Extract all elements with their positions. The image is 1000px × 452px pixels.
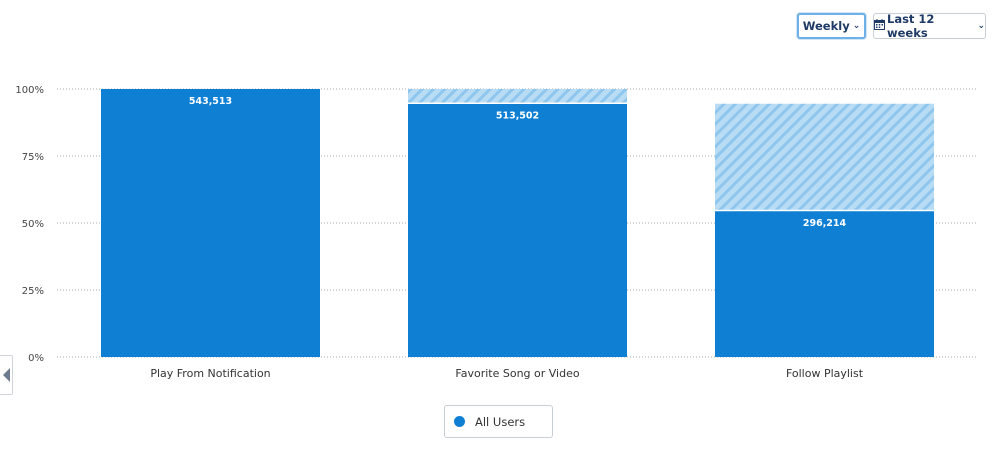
interval-label: Weekly: [802, 19, 850, 33]
y-tick-label: 25%: [22, 286, 44, 297]
bar-data-label: 513,502: [496, 111, 539, 122]
bar[interactable]: [715, 210, 934, 357]
bar[interactable]: [408, 103, 627, 358]
dropoff-overlay[interactable]: [408, 89, 627, 104]
bar-data-label: 296,214: [803, 218, 847, 229]
collapse-panel-button[interactable]: [0, 355, 13, 395]
calendar-icon: [874, 19, 885, 33]
bar[interactable]: [101, 89, 320, 357]
dropoff-overlay[interactable]: [715, 103, 934, 211]
interval-dropdown[interactable]: Weekly ⌄: [797, 13, 866, 39]
legend-swatch: [454, 416, 465, 427]
chevron-left-icon: [2, 368, 10, 382]
legend-item-all-users[interactable]: All Users: [444, 405, 553, 438]
chevron-down-icon: ⌄: [977, 21, 985, 31]
bar-data-label: 543,513: [189, 96, 232, 107]
date-range-dropdown[interactable]: Last 12 weeks ⌄: [873, 12, 986, 40]
y-tick-label: 75%: [22, 152, 44, 163]
y-tick-label: 50%: [22, 219, 44, 230]
legend-label: All Users: [475, 414, 526, 429]
y-tick-label: 100%: [15, 85, 44, 96]
y-tick-label: 0%: [28, 353, 44, 364]
funnel-chart: 0% 25% 50% 75% 100% 543,513 Play From Notific…: [15, 85, 978, 380]
chevron-down-icon: ⌄: [852, 21, 861, 31]
x-category-label: Follow Playlist: [786, 367, 864, 380]
x-category-label: Play From Notification: [150, 367, 270, 380]
date-range-label: Last 12 weeks: [887, 12, 935, 40]
x-category-label: Favorite Song or Video: [455, 367, 579, 380]
